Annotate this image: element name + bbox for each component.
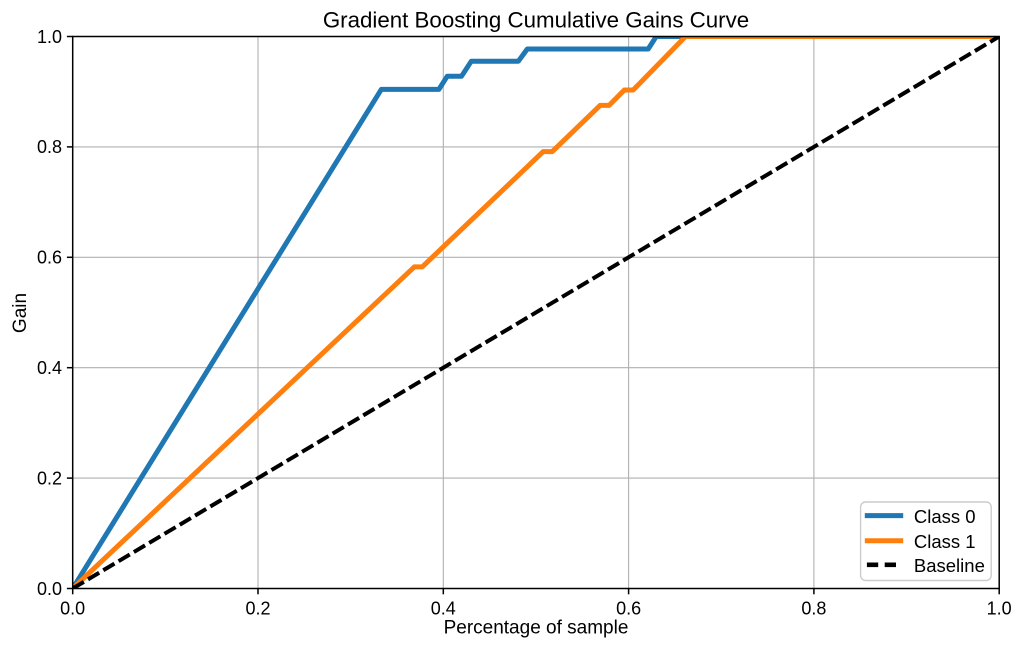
svg-text:0.0: 0.0 [60,599,85,619]
svg-text:Gradient Boosting Cumulative G: Gradient Boosting Cumulative Gains Curve [323,8,749,33]
svg-text:Class 0: Class 0 [914,506,976,527]
svg-text:1.0: 1.0 [37,27,62,47]
svg-text:Class 1: Class 1 [914,531,976,552]
svg-text:1.0: 1.0 [987,599,1012,619]
svg-text:0.8: 0.8 [37,137,62,157]
svg-text:0.6: 0.6 [616,599,641,619]
svg-text:0.6: 0.6 [37,248,62,268]
svg-text:Gain: Gain [10,293,31,333]
svg-text:Percentage of sample: Percentage of sample [444,617,629,638]
svg-text:0.8: 0.8 [801,599,826,619]
svg-text:Baseline: Baseline [914,555,985,576]
svg-text:0.4: 0.4 [37,358,62,378]
svg-text:0.2: 0.2 [37,468,62,488]
svg-text:0.4: 0.4 [431,599,456,619]
svg-text:0.2: 0.2 [245,599,270,619]
svg-text:0.0: 0.0 [37,579,62,599]
